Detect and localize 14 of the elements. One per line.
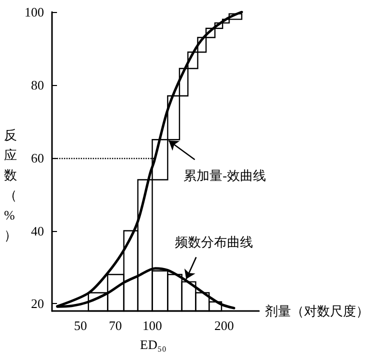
x-tick-label: 200	[214, 318, 234, 333]
y-tick-label: 40	[31, 223, 44, 238]
y-tick-label: 60	[31, 150, 44, 166]
y-tick-label: 20	[31, 296, 44, 312]
y-axis-title: 反应数（%）	[4, 128, 17, 242]
y-tick-label: 80	[31, 77, 44, 92]
annotation: 累加量-效曲线	[184, 168, 266, 184]
x-tick-label: 70	[108, 318, 122, 333]
annotation: 频数分布曲线	[175, 234, 254, 250]
x-tick-label: 50	[74, 318, 87, 333]
text: ED₅₀	[140, 337, 166, 352]
y-tick-label: 100	[24, 4, 44, 20]
x-tick-label: 100	[142, 318, 162, 333]
x-axis-title: 剂量（对数尺度）	[265, 304, 369, 318]
